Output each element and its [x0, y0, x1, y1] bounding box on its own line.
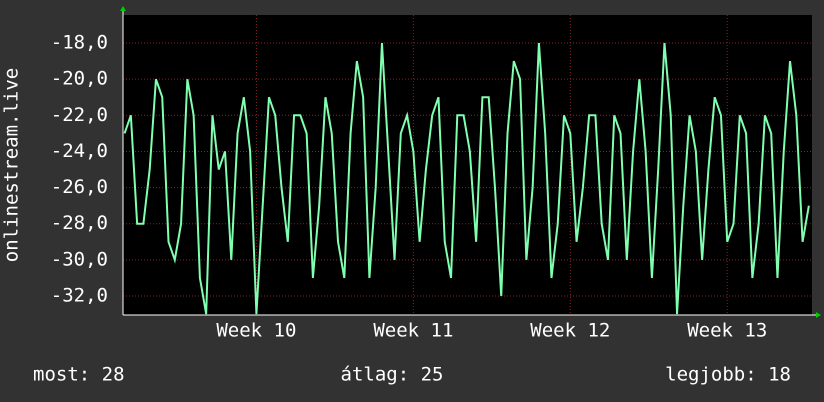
- y-tick-label: -26,0: [51, 176, 108, 198]
- x-tick-label: Week 10: [216, 320, 296, 342]
- x-axis-arrow: [816, 312, 821, 318]
- x-tick-label: Week 11: [373, 320, 453, 342]
- y-tick-label: -28,0: [51, 212, 108, 234]
- x-tick-label: Week 13: [687, 320, 767, 342]
- y-tick-label: -24,0: [51, 140, 108, 162]
- y-tick-label: -18,0: [51, 32, 108, 54]
- footer-stat: átlag: 25: [341, 364, 444, 386]
- y-tick-label: -22,0: [51, 104, 108, 126]
- y-tick-label: -30,0: [51, 248, 108, 270]
- y-axis-arrow: [120, 6, 126, 11]
- y-tick-label: -32,0: [51, 285, 108, 307]
- y-tick-label: -20,0: [51, 68, 108, 90]
- x-tick-label: Week 12: [530, 320, 610, 342]
- data-line: [123, 42, 810, 315]
- footer-stat: legjobb: 18: [665, 364, 791, 386]
- footer-stat: most: 28: [33, 364, 125, 386]
- y-axis-label: onlinestream.live: [1, 68, 23, 262]
